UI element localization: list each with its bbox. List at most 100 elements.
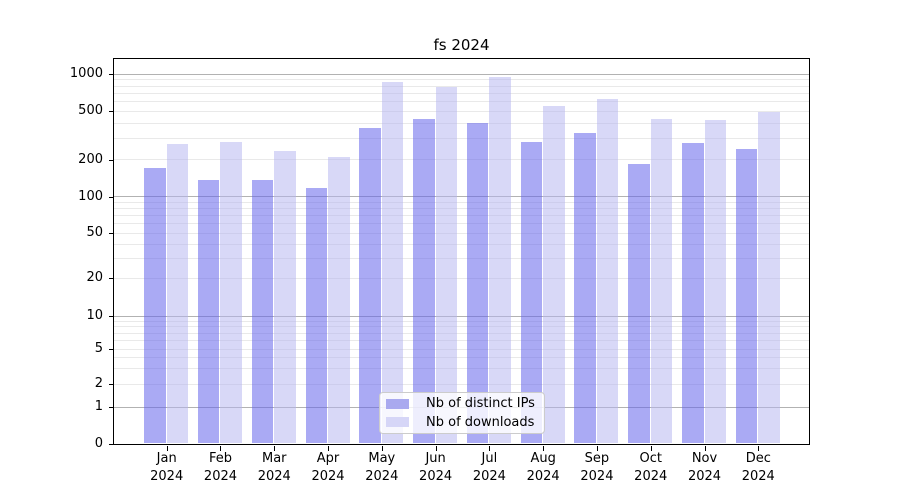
minor-gridline xyxy=(113,368,809,370)
y-tick-mark xyxy=(108,444,114,445)
bar-aug-distinct-ips xyxy=(520,141,543,444)
bar-may-distinct-ips xyxy=(359,127,381,444)
downloads-swatch-icon xyxy=(386,416,409,428)
minor-gridline xyxy=(113,326,809,328)
y-tick-mark xyxy=(108,74,114,76)
x-tick-mark xyxy=(435,445,437,451)
y-tick-label: 5 xyxy=(94,341,103,357)
minor-gridline xyxy=(113,340,809,342)
y-tick-label: 20 xyxy=(86,270,103,286)
minor-gridline xyxy=(113,122,809,124)
x-tick-mark xyxy=(328,445,330,451)
bar-jan-distinct-ips xyxy=(144,168,166,444)
bar-jul-downloads xyxy=(489,76,511,444)
x-tick-mark xyxy=(704,445,706,451)
minor-gridline xyxy=(113,110,809,112)
bar-dec-downloads xyxy=(758,112,780,444)
major-gridline xyxy=(113,196,809,198)
bar-sep-distinct-ips xyxy=(574,133,596,444)
legend-entry-downloads: Nb of downloads xyxy=(386,415,544,430)
y-tick-label: 1000 xyxy=(69,66,103,82)
x-tick-label-jul: Jul 2024 xyxy=(472,451,506,484)
major-gridline xyxy=(113,315,809,317)
x-tick-mark xyxy=(166,445,168,451)
x-tick-label-feb: Feb 2024 xyxy=(203,451,238,484)
minor-gridline xyxy=(113,357,809,359)
y-tick-label: 100 xyxy=(78,188,103,204)
minor-gridline xyxy=(113,232,809,234)
bar-oct-distinct-ips xyxy=(628,163,650,444)
bar-jan-downloads xyxy=(166,144,189,444)
bar-mar-distinct-ips xyxy=(251,180,274,444)
y-tick-label: 2 xyxy=(94,376,103,392)
minor-gridline xyxy=(113,257,809,259)
minor-gridline xyxy=(113,223,809,225)
plot-area xyxy=(112,58,810,445)
minor-gridline xyxy=(113,92,809,94)
x-tick-label-nov: Nov 2024 xyxy=(687,451,722,484)
bar-feb-distinct-ips xyxy=(197,180,220,444)
legend: Nb of distinct IPs Nb of downloads xyxy=(379,392,545,434)
y-tick-label: 10 xyxy=(86,308,103,323)
bar-sep-downloads xyxy=(596,98,619,444)
x-tick-label-may: May 2024 xyxy=(365,451,399,484)
y-tick-label: 0 xyxy=(94,436,103,451)
x-tick-label-mar: Mar 2024 xyxy=(257,451,291,484)
y-tick-mark xyxy=(108,384,114,386)
y-tick-label: 50 xyxy=(86,225,103,241)
bar-oct-downloads xyxy=(650,118,673,444)
minor-gridline xyxy=(113,137,809,139)
minor-gridline xyxy=(113,159,809,161)
minor-gridline xyxy=(113,207,809,209)
x-tick-mark xyxy=(220,445,222,451)
minor-gridline xyxy=(113,243,809,245)
bar-dec-distinct-ips xyxy=(735,148,758,444)
x-tick-mark xyxy=(489,445,491,451)
minor-gridline xyxy=(113,383,809,385)
x-tick-label-oct: Oct 2024 xyxy=(634,451,668,484)
legend-entry-distinct-ips: Nb of distinct IPs xyxy=(386,396,544,411)
bar-aug-downloads xyxy=(543,105,565,444)
minor-gridline xyxy=(113,320,809,322)
x-tick-label-dec: Dec 2024 xyxy=(741,451,775,484)
bar-may-downloads xyxy=(381,81,404,444)
x-tick-label-apr: Apr 2024 xyxy=(311,451,345,484)
legend-label-downloads: Nb of downloads xyxy=(426,414,535,430)
y-tick-label: 500 xyxy=(78,103,103,119)
y-tick-mark xyxy=(108,196,114,198)
x-tick-mark xyxy=(596,445,598,451)
y-tick-mark xyxy=(108,316,114,317)
minor-gridline xyxy=(113,348,809,350)
bar-apr-downloads xyxy=(328,157,350,444)
bar-jun-distinct-ips xyxy=(413,118,435,444)
y-tick-label: 200 xyxy=(78,151,103,167)
bar-feb-downloads xyxy=(220,141,242,444)
bar-mar-downloads xyxy=(274,151,296,444)
y-tick-mark xyxy=(108,278,114,280)
y-tick-mark xyxy=(108,349,114,351)
x-tick-mark xyxy=(274,445,276,451)
x-tick-label-aug: Aug 2024 xyxy=(526,451,560,484)
x-tick-mark xyxy=(650,445,652,451)
y-tick-mark xyxy=(108,407,114,409)
x-tick-mark xyxy=(543,445,545,451)
bar-apr-distinct-ips xyxy=(305,188,328,444)
y-tick-mark xyxy=(108,111,114,113)
bar-jun-downloads xyxy=(435,86,458,444)
distinct-ips-swatch-icon xyxy=(386,398,409,410)
y-tick-mark xyxy=(108,159,114,161)
minor-gridline xyxy=(113,277,809,279)
minor-gridline xyxy=(113,101,809,103)
y-tick-mark xyxy=(108,233,114,235)
chart-title: fs 2024 xyxy=(433,36,490,54)
legend-label-distinct-ips: Nb of distinct IPs xyxy=(426,396,535,412)
y-tick-label: 1 xyxy=(94,399,103,415)
x-tick-label-jan: Jan 2024 xyxy=(150,451,184,484)
x-tick-label-jun: Jun 2024 xyxy=(419,451,453,484)
major-gridline xyxy=(113,73,809,75)
x-tick-label-sep: Sep 2024 xyxy=(580,451,614,484)
bar-jul-distinct-ips xyxy=(466,123,489,444)
minor-gridline xyxy=(113,201,809,203)
minor-gridline xyxy=(113,332,809,334)
